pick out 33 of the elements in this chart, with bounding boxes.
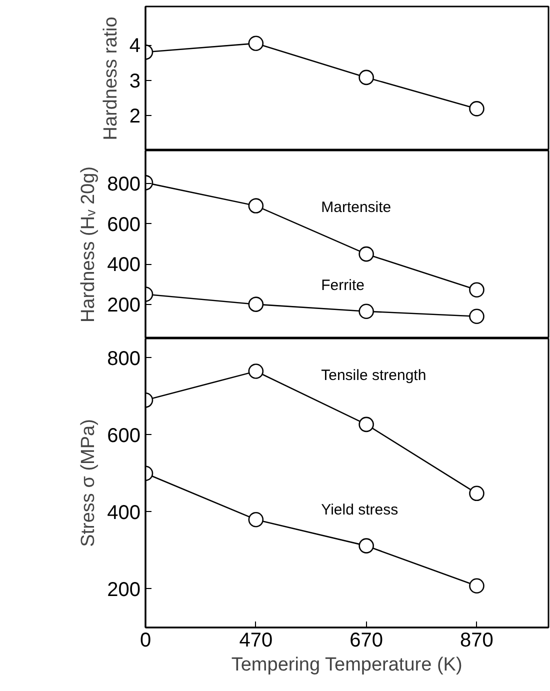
x-tick-label: 670 <box>350 630 384 652</box>
series-label: Yield stress <box>321 502 398 519</box>
point <box>358 246 374 262</box>
y-axis-title: Hardness (Hᵥ 20g) <box>78 166 100 323</box>
series-label: Ferrite <box>321 276 364 294</box>
point <box>469 282 484 298</box>
y-tick-label: 800 <box>107 174 141 196</box>
y-axis-title: Hardness ratio <box>100 16 122 140</box>
y-tick-label: 600 <box>107 214 141 236</box>
point <box>469 101 484 116</box>
series-label: Tensile strength <box>321 366 426 384</box>
point <box>469 486 484 502</box>
point <box>358 70 374 86</box>
y-tick-label: 200 <box>107 578 141 601</box>
point <box>358 304 374 319</box>
y-tick-label: 600 <box>107 424 141 447</box>
y-tick-label: 3 <box>129 70 140 92</box>
y-tick-label: 400 <box>107 502 141 524</box>
y-tick-label: 400 <box>107 254 141 276</box>
y-tick-label: 4 <box>129 35 140 58</box>
series-label: Martensite <box>321 198 392 216</box>
point <box>358 538 374 554</box>
x-tick-label: 870 <box>460 630 494 652</box>
x-tick-label: 0 <box>140 630 152 652</box>
x-axis-title: Tempering Temperature (K) <box>231 654 462 676</box>
y-axis-title: Stress σ (MPa) <box>78 419 100 547</box>
y-tick-label: 800 <box>107 348 141 370</box>
point <box>358 416 374 432</box>
y-tick-label: 2 <box>129 105 140 128</box>
x-tick-label: 470 <box>239 630 273 652</box>
y-tick-label: 200 <box>107 294 141 316</box>
point <box>469 308 484 324</box>
point <box>469 578 484 594</box>
